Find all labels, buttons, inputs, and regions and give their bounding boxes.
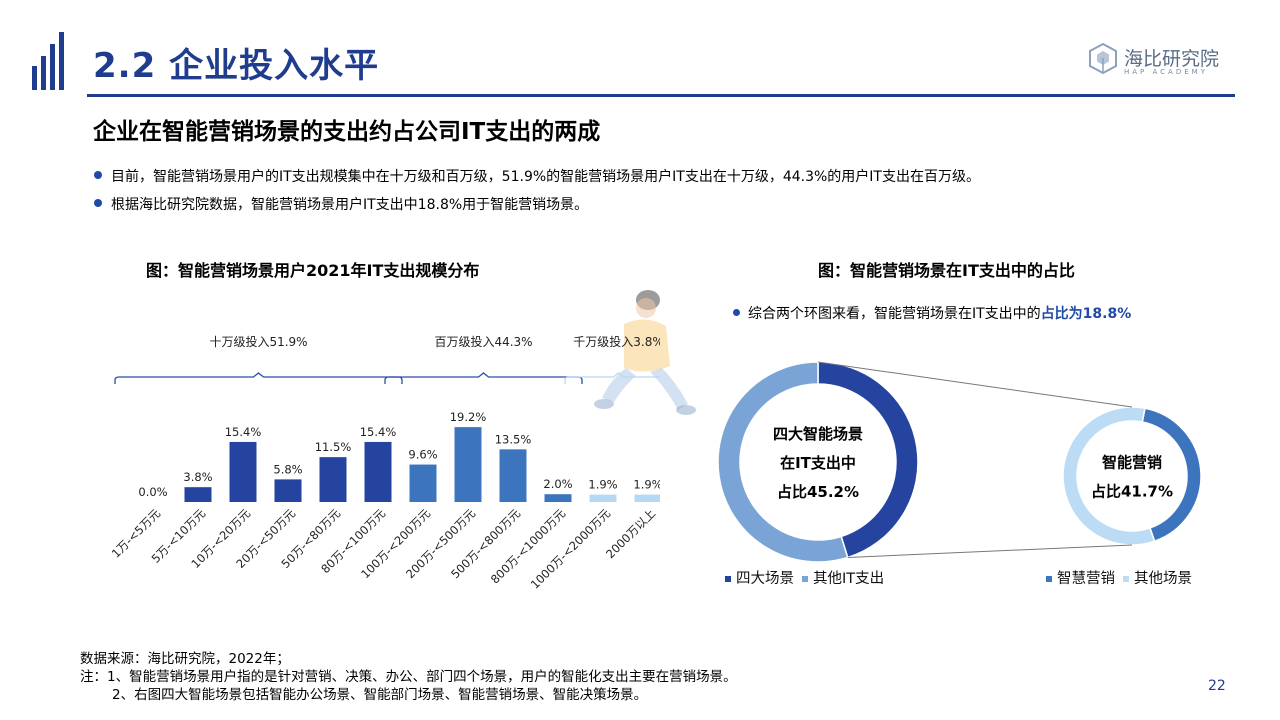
running-person-illustration (594, 290, 696, 415)
it-spend-bar-chart: 十万级投入51.9% 百万级投入44.3% 千万级投入3.8%0.0%1万-<5万元… (109, 334, 660, 592)
bar (589, 494, 617, 502)
small-donut-legend-swatch (1046, 576, 1052, 582)
slide-subtitle: 企业在智能营销场景的支出约占公司IT支出的两成 (93, 119, 601, 145)
connector-line (847, 544, 1133, 558)
bar (634, 494, 660, 502)
bullet-dot-icon (733, 308, 740, 316)
bullet-dot-icon (94, 199, 102, 207)
bar (499, 449, 527, 502)
donut-chart-title: 图：智能营销场景在IT支出中的占比 (818, 261, 1075, 280)
small-donut-slice (1062, 406, 1156, 546)
bar (184, 487, 212, 502)
bar-value-label: 1.9% (633, 478, 660, 492)
cube-logo-icon (1089, 42, 1117, 75)
bar (274, 479, 302, 502)
group-label: 十万级投入51.9% (209, 334, 307, 349)
bar-chart-title: 图：智能营销场景用户2021年IT支出规模分布 (146, 261, 480, 280)
note-text: 综合两个环图来看，智能营销场景在IT支出中的 (748, 306, 1041, 322)
bar-value-label: 19.2% (450, 410, 487, 424)
big-donut-legend-label: 其他IT支出 (813, 570, 884, 587)
bar (544, 494, 572, 502)
small-donut-legend-swatch (1123, 576, 1129, 582)
bar-value-label: 0.0% (138, 485, 167, 499)
footnote-1: 注：1、智能营销场景用户指的是针对营销、决策、办公、部门四个场景，用户的智能化支… (80, 669, 737, 685)
big-donut-legend-swatch (725, 576, 731, 582)
small-donut-center-label: 智能营销 (1102, 454, 1162, 472)
bar (364, 441, 392, 502)
bullet-text: 根据海比研究院数据，智能营销场景用户IT支出中18.8%用于智能营销场景。 (111, 197, 589, 213)
bar-value-label: 9.6% (408, 448, 437, 462)
donut-summary-note: 综合两个环图来看，智能营销场景在IT支出中的占比为18.8% (733, 303, 1131, 323)
group-label: 百万级投入44.3% (434, 334, 532, 349)
big-donut-slice (717, 361, 849, 563)
bullet-text: 目前，智能营销场景用户的IT支出规模集中在十万级和百万级，51.9%的智能营销场… (111, 169, 980, 185)
bullet-point: 根据海比研究院数据，智能营销场景用户IT支出中18.8%用于智能营销场景。 (94, 194, 588, 214)
bar (319, 457, 347, 502)
big-donut-center-label: 在IT支出中 (780, 454, 856, 472)
big-donut-legend-label: 四大场景 (736, 570, 794, 587)
group-label: 千万级投入3.8% (573, 334, 660, 349)
group-bracket (564, 372, 660, 384)
group-bracket (114, 372, 403, 384)
small-donut-center-label: 占比41.7% (1091, 483, 1173, 501)
bar-value-label: 5.8% (273, 462, 302, 476)
source-note: 数据来源：海比研究院，2022年； (80, 651, 290, 667)
x-tick-label: 1000万-<2000万元 (528, 506, 614, 592)
brand-name: 海比研究院 (1124, 48, 1220, 70)
header-divider (87, 94, 1235, 97)
bar-value-label: 15.4% (225, 425, 262, 439)
page-number: 22 (1208, 678, 1226, 694)
bar-value-label: 1.9% (588, 478, 617, 492)
note-highlight: 占比为18.8% (1040, 306, 1132, 322)
footer-notes: 数据来源：海比研究院，2022年； 注：1、智能营销场景用户指的是针对营销、决策… (80, 650, 737, 704)
footnote-2: 2、右图四大智能场景包括智能办公场景、智能部门场景、智能营销场景、智能决策场景。 (112, 687, 648, 703)
bullet-point: 目前，智能营销场景用户的IT支出规模集中在十万级和百万级，51.9%的智能营销场… (94, 166, 980, 186)
bar-value-label: 3.8% (183, 470, 212, 484)
small-donut-slice (1141, 407, 1202, 543)
bar (229, 441, 257, 502)
brand-logo: 海比研究院 HAP ACADEMY (1088, 42, 1238, 82)
bar-value-label: 2.0% (543, 477, 572, 491)
logo-bars-decoration (32, 32, 64, 90)
page-title: 2.2 企业投入水平 (93, 46, 380, 86)
brand-name-en: HAP ACADEMY (1124, 68, 1208, 76)
small-donut-legend-label: 智慧营销 (1057, 570, 1115, 587)
bar-value-label: 11.5% (315, 440, 352, 454)
big-donut-center-label: 四大智能场景 (773, 425, 863, 443)
bar (454, 427, 482, 502)
bar-value-label: 13.5% (495, 432, 532, 446)
x-tick-label: 800万-<1000万元 (488, 506, 569, 587)
bullet-dot-icon (94, 171, 102, 179)
connector-line (817, 361, 1133, 408)
bar (409, 464, 437, 502)
big-donut-center-label: 占比45.2% (777, 483, 859, 501)
bar-value-label: 15.4% (360, 425, 397, 439)
small-donut-legend-label: 其他场景 (1134, 570, 1192, 587)
group-bracket (384, 372, 583, 384)
big-donut-legend-swatch (802, 576, 808, 582)
